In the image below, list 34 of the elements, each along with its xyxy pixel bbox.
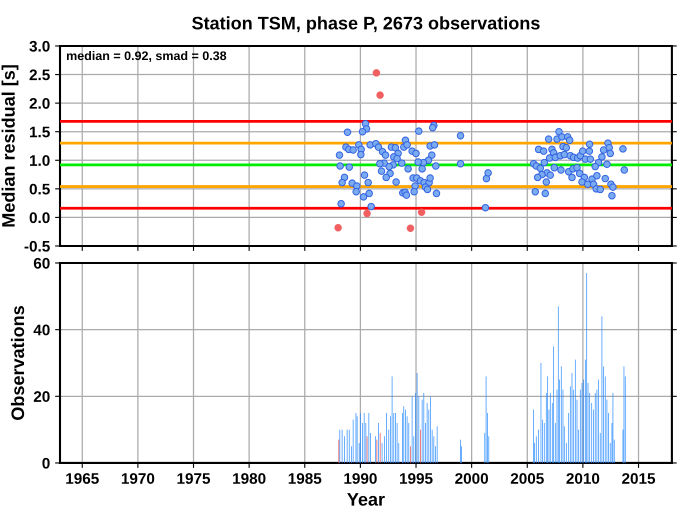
point [418, 208, 426, 216]
chart-title: Station TSM, phase P, 2673 observations [192, 16, 540, 34]
y-tick-label: 2.0 [30, 98, 50, 109]
x-tick-label: 1990 [344, 473, 377, 484]
y-tick-label: 0.0 [30, 212, 50, 224]
point [372, 69, 380, 77]
x-tick-label: 2005 [510, 473, 544, 484]
y-tick-label: 1.5 [30, 126, 50, 138]
x-tick-label: 2015 [622, 473, 656, 484]
x-tick-label: 1995 [400, 473, 433, 484]
annotation: median = 0.92, smad = 0.38 [66, 50, 226, 62]
y-tick-label: 3.0 [29, 40, 50, 52]
x-tick-label: 1985 [288, 473, 322, 484]
y-tick-label: -0.5 [24, 240, 50, 252]
x-tick-label: 1980 [233, 473, 266, 484]
y-tick-label: 60 [34, 258, 50, 269]
y-tick-label: 2.5 [30, 69, 50, 80]
x-axis-title: Year [347, 493, 385, 506]
point [334, 224, 342, 232]
y-tick-label: 0 [42, 458, 50, 469]
y-tick-label: 20 [34, 391, 50, 402]
y-tick-label: 1.0 [30, 155, 50, 166]
x-tick-label: 1975 [177, 473, 210, 484]
x-tick-label: 2000 [455, 473, 488, 484]
y-axis-title: Observations [10, 306, 24, 420]
y-axis-title: Median residual [s] [2, 65, 18, 227]
point [406, 224, 414, 232]
y-tick-label: 40 [34, 324, 50, 336]
y-tick-label: 0.5 [30, 184, 50, 195]
x-tick-label: 1965 [66, 473, 99, 484]
point [376, 91, 384, 99]
x-tick-label: 2010 [566, 473, 600, 484]
point [363, 210, 371, 218]
x-tick-label: 1970 [122, 473, 154, 484]
